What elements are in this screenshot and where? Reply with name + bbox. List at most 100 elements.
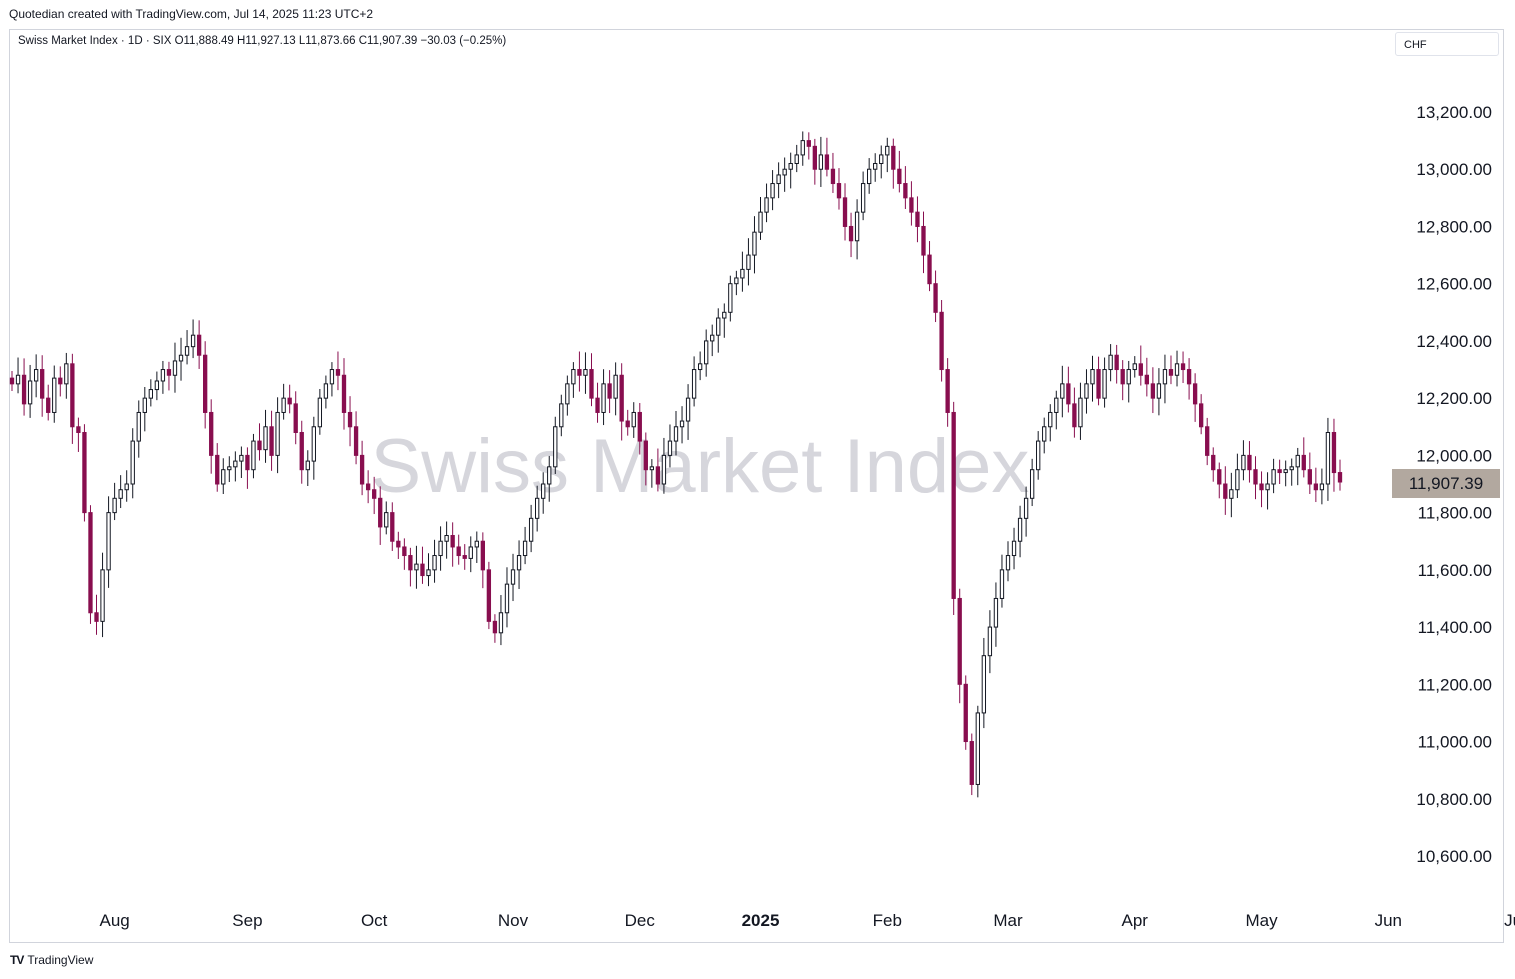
candle-body bbox=[1199, 403, 1204, 428]
candle-body bbox=[921, 225, 926, 256]
candle-body bbox=[1235, 469, 1240, 491]
x-tick-label: May bbox=[1245, 911, 1278, 930]
candle-body bbox=[1017, 517, 1023, 542]
x-tick-label: Jul bbox=[1504, 911, 1515, 930]
candle-body bbox=[818, 154, 824, 170]
candle-body bbox=[661, 454, 667, 485]
candle-body bbox=[257, 440, 262, 451]
candle-body bbox=[655, 466, 661, 485]
candle-body bbox=[571, 369, 576, 385]
x-tick-label: Sep bbox=[232, 911, 262, 930]
candle-body bbox=[1078, 397, 1083, 428]
candle-body bbox=[535, 497, 540, 519]
candle-body bbox=[1060, 383, 1065, 399]
candle-body bbox=[643, 440, 648, 471]
candle-body bbox=[293, 403, 298, 433]
candle-body bbox=[341, 374, 347, 413]
candle-body bbox=[1241, 454, 1246, 471]
candle-body bbox=[1096, 369, 1101, 399]
candle-body bbox=[981, 655, 987, 714]
candle-body bbox=[842, 197, 848, 227]
candle-body bbox=[999, 569, 1005, 599]
candle-body bbox=[130, 440, 135, 485]
candle-body bbox=[160, 369, 166, 382]
candle-body bbox=[848, 225, 854, 242]
candle-body bbox=[299, 431, 304, 471]
tradingview-brand-text: TradingView bbox=[27, 953, 94, 967]
candle-body bbox=[15, 374, 21, 385]
candle-body bbox=[281, 397, 286, 413]
candle-body bbox=[27, 380, 33, 405]
tradingview-logo-icon: TV bbox=[10, 953, 24, 967]
candle-body bbox=[486, 569, 492, 622]
candle-body bbox=[1180, 363, 1186, 371]
candle-body bbox=[46, 397, 51, 413]
candle-body bbox=[1084, 383, 1089, 399]
candle-body bbox=[933, 283, 938, 313]
candle-body bbox=[1174, 363, 1180, 376]
candle-body bbox=[390, 512, 395, 542]
candle-body bbox=[311, 426, 316, 462]
candle-body bbox=[33, 369, 39, 382]
candle-body bbox=[40, 369, 45, 399]
candle-body bbox=[426, 569, 431, 577]
candles-layer bbox=[9, 131, 1343, 798]
candle-body bbox=[9, 377, 15, 385]
candle-body bbox=[1271, 469, 1276, 485]
chart-credit: Quotedian created with TradingView.com, … bbox=[9, 7, 374, 21]
candle-body bbox=[1192, 383, 1198, 405]
candle-body bbox=[184, 346, 190, 356]
symbol-ohlc-legend[interactable]: Swiss Market Index · 1D · SIX O11,888.49… bbox=[18, 35, 507, 47]
candle-body bbox=[287, 397, 292, 405]
candle-body bbox=[728, 283, 733, 313]
candle-body bbox=[1168, 369, 1174, 376]
candle-body bbox=[1066, 383, 1071, 405]
candle-body bbox=[740, 268, 745, 279]
candle-body bbox=[649, 466, 655, 471]
candle-body bbox=[770, 183, 775, 199]
candle-body bbox=[142, 397, 147, 413]
candle-body bbox=[891, 145, 896, 170]
candle-body bbox=[577, 369, 582, 376]
candle-body bbox=[1150, 383, 1156, 399]
candle-body bbox=[601, 383, 606, 413]
currency-badge[interactable]: CHF bbox=[1395, 32, 1499, 56]
candle-body bbox=[70, 363, 75, 428]
y-tick-label: 10,600.00 bbox=[1416, 847, 1492, 866]
candle-body bbox=[752, 231, 757, 256]
candle-body bbox=[365, 483, 371, 491]
candle-body bbox=[148, 389, 153, 399]
candle-body bbox=[420, 563, 425, 577]
candle-body bbox=[565, 383, 570, 405]
candle-body bbox=[679, 420, 685, 428]
candle-body bbox=[384, 512, 389, 528]
candle-body bbox=[1186, 369, 1192, 385]
candle-body bbox=[909, 197, 914, 213]
candle-body bbox=[993, 597, 999, 628]
x-tick-label: Apr bbox=[1122, 911, 1149, 930]
candle-body bbox=[221, 469, 226, 485]
candle-body bbox=[637, 411, 642, 442]
candle-body bbox=[1337, 472, 1343, 483]
candle-body bbox=[1048, 411, 1053, 428]
candle-body bbox=[347, 411, 353, 428]
candle-body bbox=[854, 211, 860, 242]
candle-body bbox=[1247, 454, 1252, 471]
x-tick-label: Oct bbox=[361, 911, 388, 930]
candle-body bbox=[233, 460, 238, 468]
x-axis: Aug Sep Oct Nov Dec 2025 Feb Mar Apr May Jun Jul bbox=[99, 911, 1515, 930]
tradingview-logo[interactable]: TV TradingView bbox=[10, 953, 93, 967]
candle-body bbox=[836, 183, 842, 199]
candle-body bbox=[76, 426, 81, 433]
candle-body bbox=[474, 540, 479, 548]
candle-body bbox=[88, 512, 93, 614]
y-tick-label: 12,200.00 bbox=[1416, 389, 1492, 408]
candle-body bbox=[945, 369, 950, 413]
candle-body bbox=[1114, 354, 1119, 371]
candle-body bbox=[951, 411, 956, 599]
chart-frame[interactable] bbox=[9, 29, 1504, 943]
y-tick-label: 12,000.00 bbox=[1416, 446, 1492, 465]
candle-body bbox=[927, 254, 932, 285]
candle-body bbox=[396, 540, 401, 548]
